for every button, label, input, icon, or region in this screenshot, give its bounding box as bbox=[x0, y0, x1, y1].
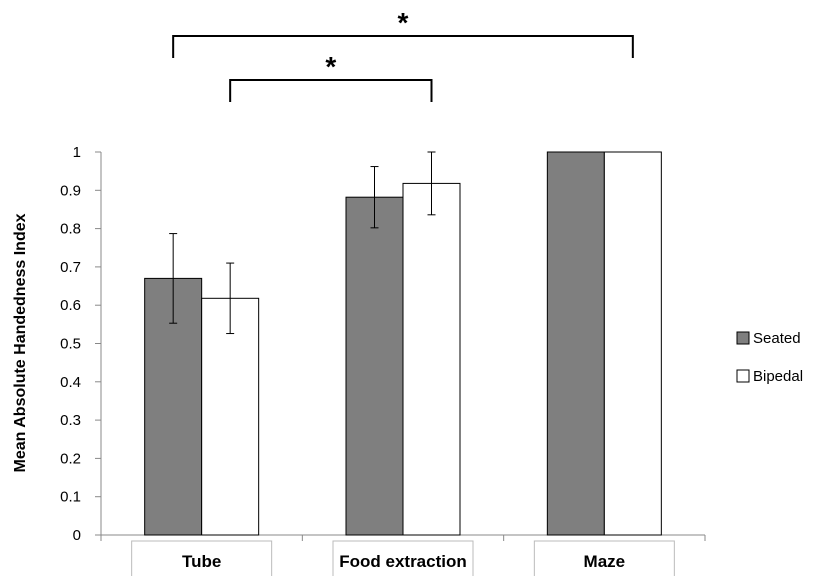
y-tick-label: 0.2 bbox=[60, 450, 81, 467]
category-label-box bbox=[533, 540, 675, 576]
legend-label-bipedal: Bipedal bbox=[753, 368, 803, 385]
category-label-box bbox=[332, 540, 474, 576]
bar-seated bbox=[546, 151, 605, 536]
axes: 0 0.1 0.2 0.3 0.4 0.5 0.6 0.7 0.8 0.9 1 bbox=[60, 144, 706, 544]
y-tick-label: 1 bbox=[73, 144, 81, 161]
legend-swatch-bipedal bbox=[736, 369, 750, 383]
error-bars bbox=[169, 151, 436, 335]
y-tick-label: 0.8 bbox=[60, 221, 81, 238]
y-axis-label: Mean Absolute Handedness Index bbox=[12, 213, 29, 472]
bars bbox=[144, 151, 662, 536]
significance-star: * bbox=[398, 7, 409, 38]
legend-swatch-seated bbox=[736, 331, 750, 345]
y-tick-label: 0.3 bbox=[60, 412, 81, 429]
legend: Seated Bipedal bbox=[736, 330, 803, 385]
significance-star: * bbox=[325, 51, 336, 82]
category-label: Food extraction bbox=[339, 552, 467, 571]
y-tick-label: 0.4 bbox=[60, 374, 81, 391]
y-tick-label: 0.9 bbox=[60, 182, 81, 199]
y-tick-label: 0.5 bbox=[60, 336, 81, 353]
category-label-box bbox=[131, 540, 273, 576]
y-tick-label: 0 bbox=[73, 527, 81, 544]
significance-bracket bbox=[229, 79, 433, 102]
y-tick-label: 0.1 bbox=[60, 489, 81, 506]
legend-label-seated: Seated bbox=[753, 330, 801, 347]
bar-seated bbox=[345, 196, 404, 536]
bar-bipedal bbox=[402, 182, 461, 536]
category-label: Maze bbox=[584, 552, 626, 571]
significance-annotations: ** bbox=[172, 7, 634, 102]
category-labels: Tube Food extraction Maze bbox=[131, 540, 675, 576]
y-axis-label-group: Mean Absolute Handedness Index bbox=[12, 213, 29, 472]
bar-bipedal bbox=[201, 297, 260, 536]
y-tick-label: 0.6 bbox=[60, 297, 81, 314]
y-tick-label: 0.7 bbox=[60, 259, 81, 276]
bar-bipedal bbox=[603, 151, 662, 536]
category-label: Tube bbox=[182, 552, 221, 571]
significance-bracket bbox=[172, 35, 634, 58]
